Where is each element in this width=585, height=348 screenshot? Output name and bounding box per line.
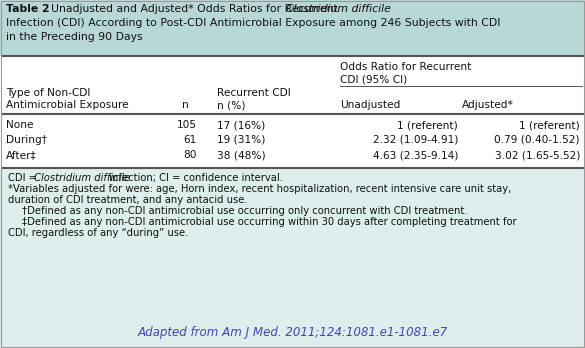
Text: 38 (48%): 38 (48%) (217, 150, 266, 160)
FancyBboxPatch shape (0, 168, 585, 348)
Text: †Defined as any non-CDI antimicrobial use occurring only concurrent with CDI tre: †Defined as any non-CDI antimicrobial us… (22, 206, 467, 216)
Text: n (%): n (%) (217, 100, 246, 110)
Text: 1 (referent): 1 (referent) (397, 120, 458, 130)
Text: Table 2: Table 2 (6, 4, 50, 14)
Text: During†: During† (6, 135, 47, 145)
Text: 19 (31%): 19 (31%) (217, 135, 266, 145)
FancyBboxPatch shape (0, 0, 585, 56)
Text: 4.63 (2.35-9.14): 4.63 (2.35-9.14) (373, 150, 458, 160)
Text: Odds Ratio for Recurrent: Odds Ratio for Recurrent (340, 62, 472, 72)
Text: 3.02 (1.65-5.52): 3.02 (1.65-5.52) (495, 150, 580, 160)
Text: *Variables adjusted for were: age, Horn index, recent hospitalization, recent in: *Variables adjusted for were: age, Horn … (8, 184, 511, 194)
Text: 61: 61 (184, 135, 197, 145)
Text: 17 (16%): 17 (16%) (217, 120, 265, 130)
Text: Antimicrobial Exposure: Antimicrobial Exposure (6, 100, 129, 110)
Text: Type of Non-CDI: Type of Non-CDI (6, 88, 90, 98)
Text: Adjusted*: Adjusted* (462, 100, 514, 110)
Text: 1 (referent): 1 (referent) (519, 120, 580, 130)
Text: Clostridium difficile: Clostridium difficile (286, 4, 391, 14)
Text: Recurrent CDI: Recurrent CDI (217, 88, 291, 98)
Text: n: n (181, 100, 188, 110)
Text: None: None (6, 120, 33, 130)
Text: Infection (CDI) According to Post-CDI Antimicrobial Exposure among 246 Subjects : Infection (CDI) According to Post-CDI An… (6, 18, 501, 28)
Text: 2.32 (1.09-4.91): 2.32 (1.09-4.91) (373, 135, 458, 145)
Text: Clostridium difficile: Clostridium difficile (34, 173, 130, 183)
Text: ‡Defined as any non-CDI antimicrobial use occurring within 30 days after complet: ‡Defined as any non-CDI antimicrobial us… (22, 217, 517, 227)
Text: 0.79 (0.40-1.52): 0.79 (0.40-1.52) (494, 135, 580, 145)
Text: 105: 105 (177, 120, 197, 130)
Text: duration of CDI treatment, and any antacid use.: duration of CDI treatment, and any antac… (8, 195, 247, 205)
Text: Unadjusted and Adjusted* Odds Ratios for Recurrent: Unadjusted and Adjusted* Odds Ratios for… (44, 4, 341, 14)
Text: in the Preceding 90 Days: in the Preceding 90 Days (6, 32, 143, 42)
Text: Unadjusted: Unadjusted (340, 100, 400, 110)
Text: After‡: After‡ (6, 150, 37, 160)
Text: infection; CI = confidence interval.: infection; CI = confidence interval. (106, 173, 283, 183)
Text: Adapted from Am J Med. 2011;124:1081.e1-1081.e7: Adapted from Am J Med. 2011;124:1081.e1-… (137, 326, 448, 339)
Text: CDI, regardless of any “during” use.: CDI, regardless of any “during” use. (8, 228, 188, 238)
Text: CDI =: CDI = (8, 173, 40, 183)
Text: 80: 80 (184, 150, 197, 160)
Text: CDI (95% CI): CDI (95% CI) (340, 74, 407, 84)
